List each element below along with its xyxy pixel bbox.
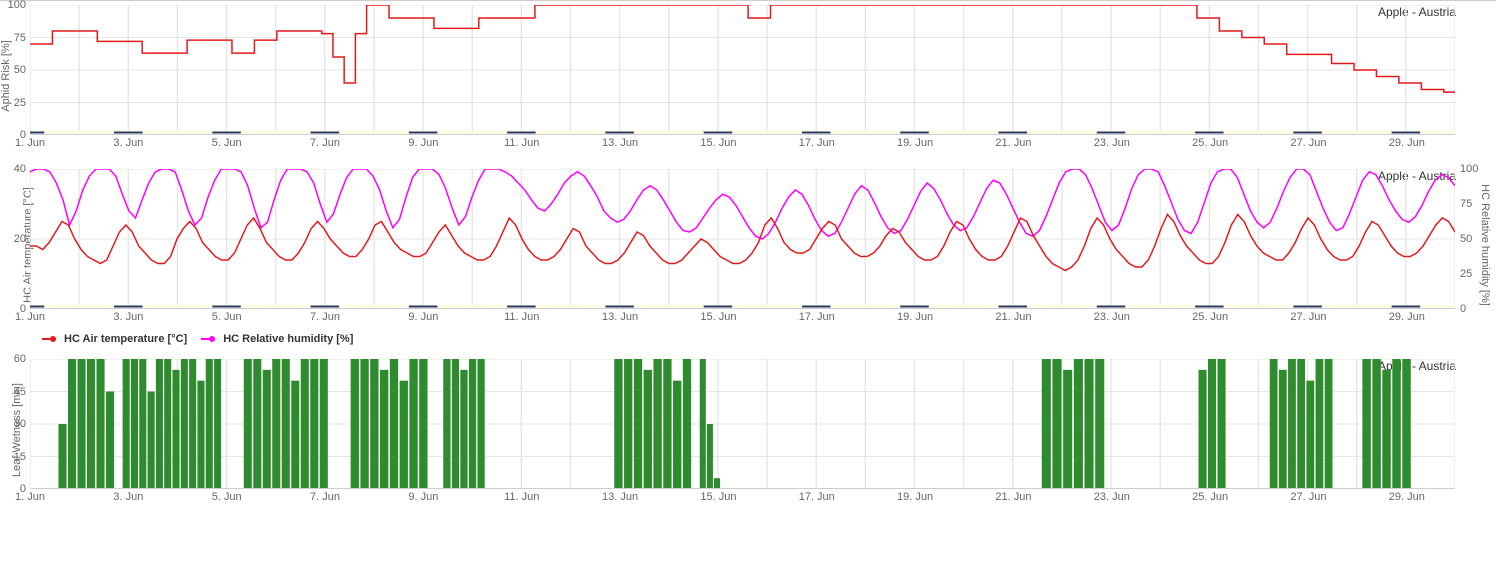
dashboard: Apple - Austria Aphid Risk [%] 025507510… bbox=[0, 0, 1496, 507]
chart1-yaxis: Aphid Risk [%] 0255075100 bbox=[0, 5, 30, 135]
chart3-plot[interactable] bbox=[30, 359, 1456, 489]
chart2-legend: HC Air temperature [°C] HC Relative humid… bbox=[0, 327, 1496, 351]
leaf-wetness-chart: Apple - Austria Leaf Wetness [min] 01530… bbox=[0, 355, 1496, 507]
legend-item[interactable]: HC Air temperature [°C] bbox=[42, 333, 187, 345]
chart1-xaxis: 1. Jun3. Jun5. Jun7. Jun9. Jun11. Jun13.… bbox=[30, 135, 1456, 153]
chart2-plot[interactable] bbox=[30, 169, 1456, 309]
chart1-plot[interactable] bbox=[30, 5, 1456, 135]
legend-item[interactable]: HC Relative humidity [%] bbox=[201, 333, 353, 345]
chart2-yaxis-right: HC Relative humidity [%] 0255075100 bbox=[1456, 169, 1496, 309]
chart3-xaxis: 1. Jun3. Jun5. Jun7. Jun9. Jun11. Jun13.… bbox=[30, 489, 1456, 507]
chart2-yaxis-left: HC Air temperature [°C] 02040 bbox=[0, 169, 30, 309]
aphid-risk-chart: Apple - Austria Aphid Risk [%] 025507510… bbox=[0, 1, 1496, 153]
temp-humidity-chart: Apple - Austria HC Air temperature [°C] … bbox=[0, 165, 1496, 351]
chart3-yaxis: Leaf Wetness [min] 015304560 bbox=[0, 359, 30, 489]
chart2-xaxis: 1. Jun3. Jun5. Jun7. Jun9. Jun11. Jun13.… bbox=[30, 309, 1456, 327]
